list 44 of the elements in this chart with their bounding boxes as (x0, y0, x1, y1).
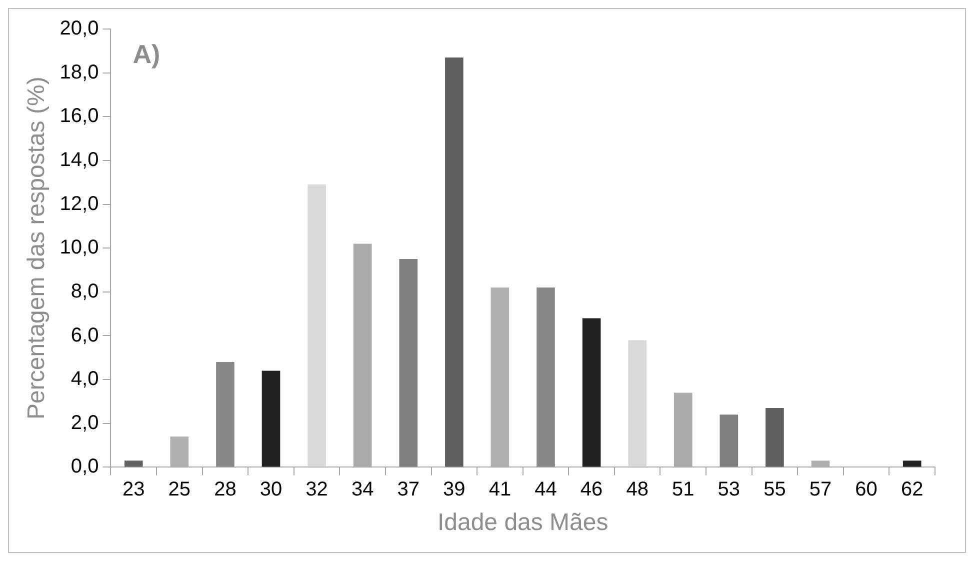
x-tick-label: 39 (443, 478, 466, 501)
bar (262, 370, 280, 467)
x-tick-label: 51 (672, 478, 694, 501)
x-axis-title: Idade das Mães (437, 509, 608, 536)
bar (399, 259, 418, 467)
x-tick-label: 32 (306, 478, 328, 501)
y-axis-title: Percentagem das respostas (%) (23, 76, 50, 420)
bar (628, 340, 647, 467)
annotation: A) (132, 39, 160, 70)
y-tick-label: 4,0 (70, 368, 99, 390)
y-tick-label: 10,0 (60, 236, 99, 259)
x-tick-label: 53 (718, 478, 740, 501)
bar (216, 362, 234, 467)
y-tick-label: 18,0 (60, 61, 99, 84)
y-tick-label: 14,0 (60, 148, 99, 171)
bar (720, 414, 738, 467)
x-tick-label: 28 (214, 478, 236, 501)
y-tick-label: 2,0 (70, 412, 99, 434)
y-tick-label: 20,0 (60, 18, 99, 40)
x-tick-label: 46 (580, 478, 603, 501)
x-tick-label: 55 (764, 478, 786, 501)
bar (902, 460, 922, 467)
y-tick-label: 16,0 (60, 105, 99, 128)
x-tick-label: 30 (260, 478, 282, 501)
x-tick-label: 34 (351, 478, 374, 501)
bar (308, 184, 326, 467)
x-tick-label: 62 (900, 478, 924, 501)
bar (536, 288, 555, 467)
x-tick-label: 23 (122, 478, 145, 501)
x-tick-label: 44 (534, 478, 557, 501)
y-tick-label: 0,0 (70, 456, 99, 478)
bar (445, 57, 464, 467)
x-tick-label: 37 (397, 478, 420, 501)
y-tick-label: 8,0 (70, 280, 99, 302)
y-tick-label: 6,0 (70, 324, 99, 346)
y-tick-label: 12,0 (60, 192, 99, 215)
x-tick-label: 25 (168, 478, 191, 501)
x-tick-label: 60 (855, 478, 878, 501)
x-tick-label: 48 (626, 478, 648, 501)
x-tick-label: 57 (809, 478, 832, 501)
bar (582, 318, 601, 467)
x-tick-label: 41 (488, 478, 512, 501)
bar (124, 460, 143, 467)
bar (766, 408, 784, 467)
